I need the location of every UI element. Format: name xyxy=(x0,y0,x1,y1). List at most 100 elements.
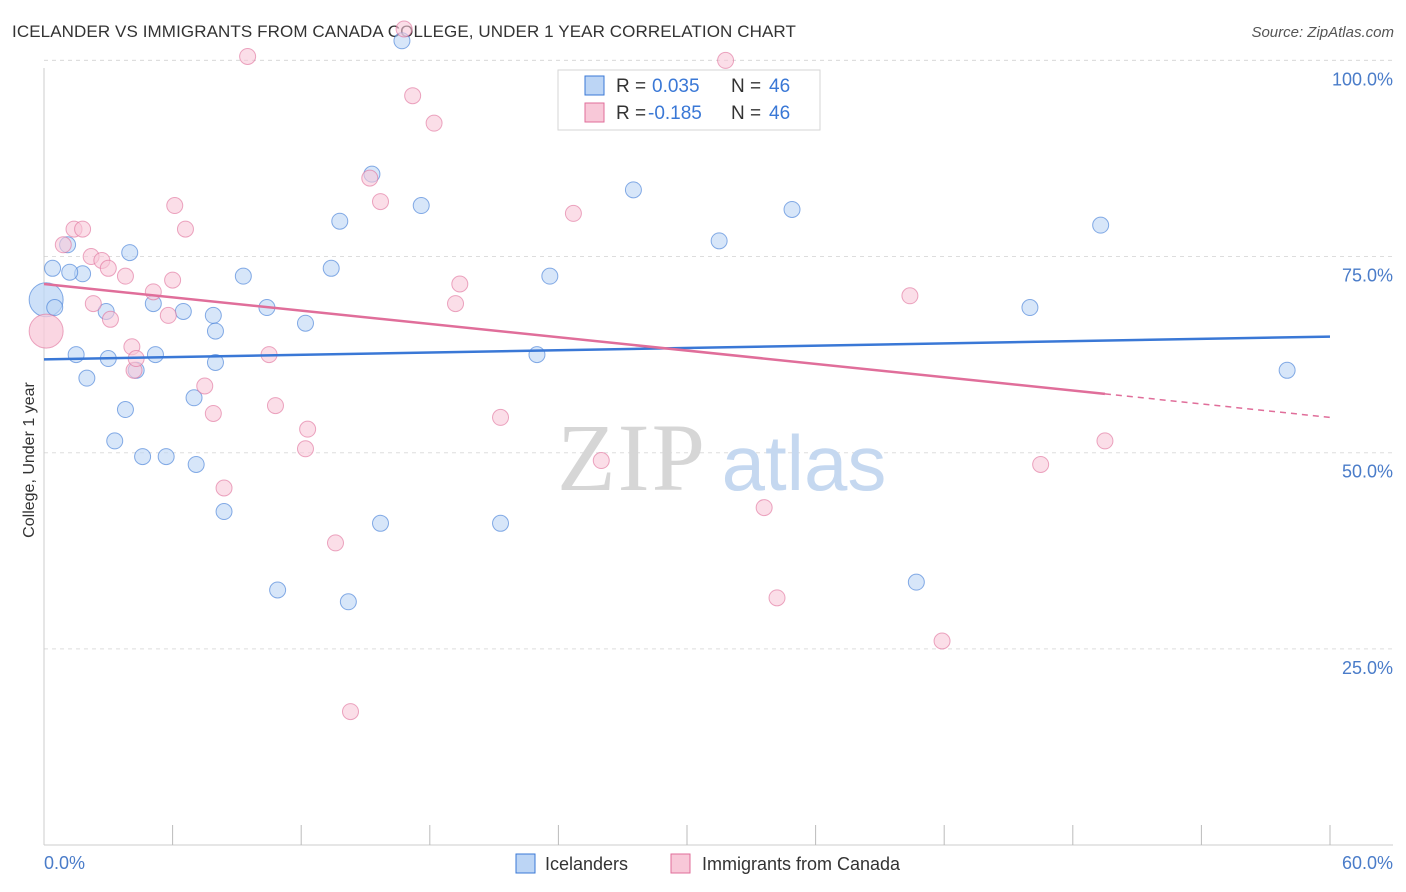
series-0-point-24 xyxy=(234,267,252,285)
data-points xyxy=(28,20,1296,721)
y-tick-label-50: 50.0% xyxy=(1342,462,1393,482)
series-1-point-31 xyxy=(404,87,422,105)
legend-n-value-1: 46 xyxy=(769,76,790,97)
series-0-point-13 xyxy=(116,401,134,419)
series-0-point-37 xyxy=(541,267,559,285)
series-0-point-38 xyxy=(624,181,642,199)
series-1-point-0 xyxy=(28,313,64,349)
series-1-point-34 xyxy=(451,275,469,293)
series-1-point-41 xyxy=(901,287,919,305)
series-1-point-27 xyxy=(341,703,359,721)
series-1-point-8 xyxy=(84,295,102,313)
y-tick-label-25: 25.0% xyxy=(1342,658,1393,678)
series-1-point-30 xyxy=(395,20,413,38)
series-0-point-44 xyxy=(1278,361,1296,379)
series-0-point-19 xyxy=(185,389,203,407)
series-1-trend-extension xyxy=(1104,393,1331,419)
series-legend-icelanders: Icelanders xyxy=(545,854,628,874)
series-0-trend-line xyxy=(43,335,1331,361)
series-0-point-40 xyxy=(783,200,801,218)
series-1-point-14 xyxy=(164,271,182,289)
legend-n-value-2: 46 xyxy=(769,103,790,124)
series-0-point-27 xyxy=(296,314,314,332)
series-1-point-17 xyxy=(144,283,162,301)
series-1-point-12 xyxy=(166,197,184,215)
series-1-point-18 xyxy=(196,377,214,395)
x-tick-label-min: 0.0% xyxy=(44,853,85,873)
series-1-point-33 xyxy=(447,295,465,313)
legend-r-value-2: -0.185 xyxy=(648,103,702,124)
series-0-point-7 xyxy=(78,369,96,387)
series-legend-swatch-canada xyxy=(670,853,691,874)
series-0-point-5 xyxy=(67,346,85,364)
series-1-point-35 xyxy=(564,204,582,222)
y-tick-label-100: 100.0% xyxy=(1332,69,1393,89)
series-1-point-7 xyxy=(116,267,134,285)
watermark: ZIP atlas xyxy=(557,404,886,511)
series-1-point-37 xyxy=(717,51,735,69)
series-0-point-34 xyxy=(412,197,430,215)
y-tick-label-75: 75.0% xyxy=(1342,266,1393,286)
series-1-point-15 xyxy=(159,306,177,324)
series-1-point-45 xyxy=(492,408,510,426)
series-1-point-20 xyxy=(215,479,233,497)
legend-swatch-pink xyxy=(584,102,605,123)
legend-r-label-1: R = xyxy=(616,76,646,97)
x-tick-label-max: 60.0% xyxy=(1342,853,1393,873)
series-0-point-43 xyxy=(1092,216,1110,234)
series-1-point-39 xyxy=(755,499,773,517)
series-0-point-26 xyxy=(269,581,287,599)
series-1-point-36 xyxy=(592,452,610,470)
correlation-legend: R = 0.035 N = 46 R = -0.185 N = 46 xyxy=(557,69,821,131)
legend-swatch-blue xyxy=(584,75,605,96)
series-0-point-39 xyxy=(710,232,728,250)
series-0-point-14 xyxy=(146,346,164,364)
series-0-point-16 xyxy=(134,448,152,466)
series-1-point-28 xyxy=(361,169,379,187)
series-0-point-22 xyxy=(206,322,224,340)
watermark-atlas: atlas xyxy=(722,419,887,507)
series-1-point-32 xyxy=(425,114,443,132)
legend-r-label-2: R = xyxy=(616,103,646,124)
series-0-point-1 xyxy=(46,299,64,317)
series-1-point-42 xyxy=(933,632,951,650)
legend-r-value-1: 0.035 xyxy=(652,76,700,97)
series-1-point-44 xyxy=(1096,432,1114,450)
source-label: Source: ZipAtlas.com xyxy=(1251,24,1394,41)
series-0-point-21 xyxy=(204,306,222,324)
series-0-point-36 xyxy=(528,346,546,364)
series-0-point-6 xyxy=(61,263,79,281)
series-1-point-40 xyxy=(768,589,786,607)
series-0-point-30 xyxy=(339,593,357,611)
series-1-point-29 xyxy=(372,193,390,211)
series-1-point-25 xyxy=(299,420,317,438)
series-0-point-20 xyxy=(187,455,205,473)
legend-n-label-1: N = xyxy=(731,76,761,97)
series-0-point-42 xyxy=(1021,299,1039,317)
series-1-point-3 xyxy=(74,220,92,238)
axes: 25.0% 50.0% 75.0% 100.0% xyxy=(43,68,1393,846)
legend-n-label-2: N = xyxy=(731,103,761,124)
series-1-point-9 xyxy=(101,310,119,328)
series-legend-canada: Immigrants from Canada xyxy=(702,854,901,874)
series-0-point-17 xyxy=(157,448,175,466)
series-0-point-2 xyxy=(44,259,62,277)
y-axis-title: College, Under 1 year xyxy=(21,382,38,538)
series-1-point-24 xyxy=(296,440,314,458)
series-0-point-12 xyxy=(106,432,124,450)
watermark-zip: ZIP xyxy=(557,404,707,511)
series-1-point-21 xyxy=(239,47,257,65)
series-legend: Icelanders Immigrants from Canada xyxy=(515,853,901,874)
series-0-point-23 xyxy=(215,503,233,521)
series-0-point-18 xyxy=(174,302,192,320)
series-1-point-26 xyxy=(326,534,344,552)
series-0-point-28 xyxy=(322,259,340,277)
series-0-point-29 xyxy=(331,212,349,230)
series-0-point-32 xyxy=(372,514,390,532)
series-0-point-41 xyxy=(907,573,925,591)
series-0-point-35 xyxy=(492,514,510,532)
series-1-point-43 xyxy=(1032,455,1050,473)
series-0-point-45 xyxy=(206,353,224,371)
series-legend-swatch-icelanders xyxy=(515,853,536,874)
